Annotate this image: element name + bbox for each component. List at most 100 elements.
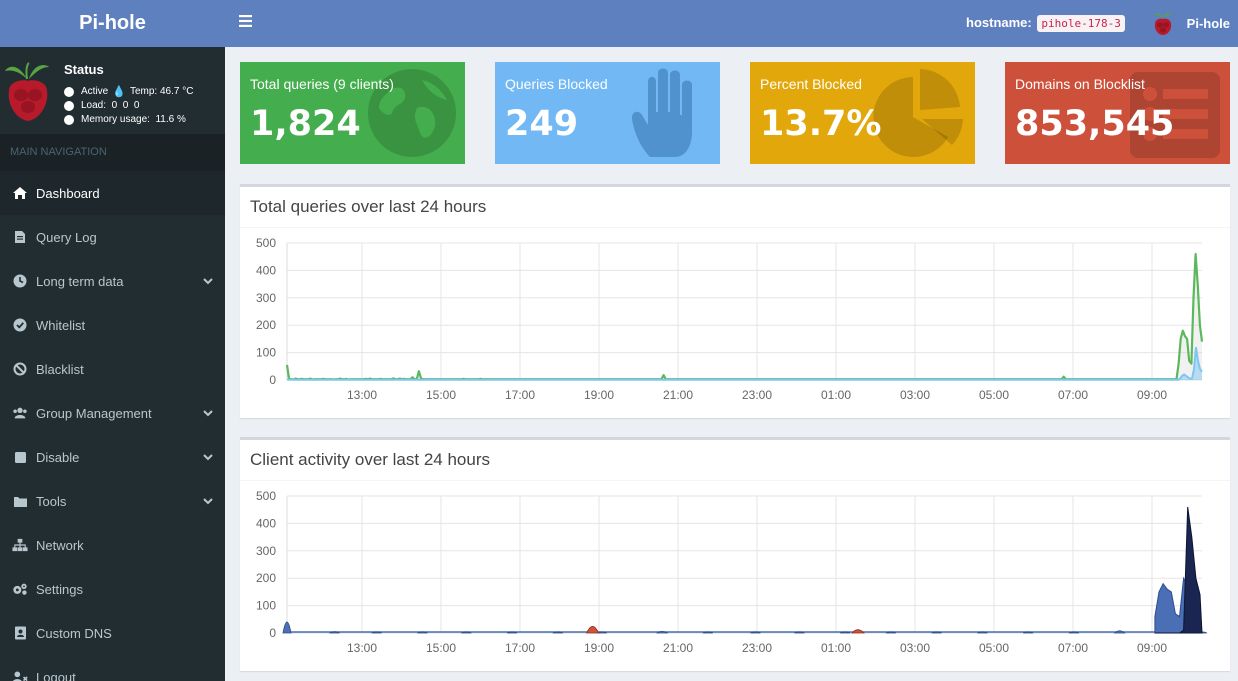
ban-icon <box>12 361 28 377</box>
client-peak <box>1068 631 1080 634</box>
y-tick-label: 400 <box>256 516 276 530</box>
app-title: Pi-hole <box>79 12 146 34</box>
active-dot-icon <box>64 87 74 97</box>
y-tick-label: 500 <box>256 236 276 250</box>
sidebar-item-label: Network <box>36 537 84 553</box>
users-icon <box>12 405 28 421</box>
sidebar-item-network[interactable]: Network <box>0 523 225 567</box>
sidebar-item-label: Disable <box>36 449 80 465</box>
sidebar-item-dashboard[interactable]: Dashboard <box>0 171 225 215</box>
x-tick-label: 21:00 <box>663 641 693 655</box>
status-panel: Status Active 💧 Temp: 46.7 °C Load: 0 0 … <box>0 47 225 134</box>
client-peak <box>552 631 564 634</box>
user-name: Pi-hole <box>1186 15 1230 31</box>
sidebar-item-label: Group Management <box>36 405 152 421</box>
x-tick-label: 17:00 <box>505 388 535 402</box>
x-tick-label: 15:00 <box>426 388 456 402</box>
client-peak <box>506 631 518 634</box>
sidebar-item-disable[interactable]: Disable <box>0 435 225 479</box>
stat-value: 13.7% <box>760 104 882 144</box>
chevron-down-icon <box>203 449 213 464</box>
client-peak <box>750 631 761 634</box>
list-alt-icon <box>1130 72 1220 158</box>
sidebar: Pi-hole Status Active 💧 Temp: 46.7 °C Lo… <box>0 0 225 681</box>
client-peak-red <box>585 626 600 634</box>
raspberry-pi-logo-icon <box>5 62 49 121</box>
sidebar-item-label: Tools <box>36 493 67 509</box>
raspberry-user-icon <box>1153 12 1172 35</box>
sidebar-item-label: Settings <box>36 581 83 597</box>
x-tick-label: 17:00 <box>505 641 535 655</box>
stat-value: 249 <box>505 104 579 144</box>
sidebar-item-blacklist[interactable]: Blacklist <box>0 347 225 391</box>
user-logout-icon <box>12 669 28 681</box>
globe-icon <box>368 69 456 157</box>
y-tick-label: 500 <box>256 489 276 503</box>
address-book-icon <box>12 625 28 641</box>
x-tick-label: 13:00 <box>347 641 377 655</box>
series-total-line <box>285 252 1204 381</box>
hostname-value: pihole-178-3 <box>1037 15 1125 32</box>
hamburger-menu-icon[interactable] <box>239 14 253 28</box>
stat-value: 1,824 <box>250 104 361 144</box>
stat-queries-blocked[interactable]: Queries Blocked 249 <box>495 62 720 164</box>
user-menu[interactable]: Pi-hole <box>1153 10 1230 36</box>
sidebar-item-custom-dns[interactable]: Custom DNS <box>0 611 225 655</box>
status-load-line: Load: 0 0 0 <box>64 99 193 113</box>
stat-domains-blocklist[interactable]: Domains on Blocklist 853,545 <box>1005 62 1230 164</box>
stat-total-queries[interactable]: Total queries (9 clients) 1,824 <box>240 62 465 164</box>
x-tick-label: 23:00 <box>742 641 772 655</box>
app-logo[interactable]: Pi-hole <box>0 0 225 47</box>
stat-label: Total queries (9 clients) <box>250 76 394 92</box>
chevron-down-icon <box>203 493 213 508</box>
client-peak <box>1022 631 1034 634</box>
x-tick-label: 01:00 <box>821 641 851 655</box>
clock-icon <box>12 273 28 289</box>
client-peak <box>371 631 382 634</box>
pie-chart-icon <box>873 69 963 157</box>
sidebar-item-label: Query Log <box>36 229 97 245</box>
client-peak <box>282 621 292 634</box>
sidebar-item-long-term-data[interactable]: Long term data <box>0 259 225 303</box>
hand-stop-icon <box>631 68 692 157</box>
sidebar-item-whitelist[interactable]: Whitelist <box>0 303 225 347</box>
client-peak <box>931 631 942 634</box>
x-tick-label: 05:00 <box>979 641 1009 655</box>
stat-label: Queries Blocked <box>505 76 608 92</box>
status-active: Active <box>81 86 109 97</box>
status-memory: Memory usage: 11.6 % <box>81 114 186 125</box>
series-blocked-area <box>287 347 1202 380</box>
client-tail-navy <box>1154 506 1203 634</box>
y-tick-label: 200 <box>256 318 276 332</box>
sidebar-item-label: Dashboard <box>36 185 100 201</box>
sidebar-item-settings[interactable]: Settings <box>0 567 225 611</box>
client-peak <box>417 631 428 634</box>
sidebar-item-logout[interactable]: Logout <box>0 655 225 681</box>
chevron-down-icon <box>203 273 213 288</box>
client-peak <box>977 631 988 634</box>
status-temp: Temp: 46.7 °C <box>129 86 194 97</box>
stat-percent-blocked[interactable]: Percent Blocked 13.7% <box>750 62 975 164</box>
sidebar-item-query-log[interactable]: Query Log <box>0 215 225 259</box>
x-tick-label: 05:00 <box>979 388 1009 402</box>
sidebar-item-tools[interactable]: Tools <box>0 479 225 523</box>
client-peak <box>329 631 340 634</box>
x-tick-label: 01:00 <box>821 388 851 402</box>
x-tick-label: 03:00 <box>900 388 930 402</box>
x-tick-label: 19:00 <box>584 388 614 402</box>
sidebar-item-label: Long term data <box>36 273 124 289</box>
client-peak <box>794 631 805 634</box>
client-activity-chart: 0 100 200 300 400 500 13:00 15:00 17:00 19:00 21:0… <box>256 489 1208 655</box>
sidebar-item-label: Whitelist <box>36 317 86 333</box>
sidebar-item-group-management[interactable]: Group Management <box>0 391 225 435</box>
x-tick-label: 03:00 <box>900 641 930 655</box>
y-tick-label: 0 <box>269 626 276 640</box>
status-memory-line: Memory usage: 11.6 % <box>64 113 193 127</box>
y-tick-label: 300 <box>256 291 276 305</box>
y-tick-label: 400 <box>256 263 276 277</box>
x-tick-label: 23:00 <box>742 388 772 402</box>
y-tick-label: 300 <box>256 544 276 558</box>
series-blocked-line <box>286 346 1203 381</box>
x-tick-label: 19:00 <box>584 641 614 655</box>
sidebar-item-label: Logout <box>36 669 76 681</box>
